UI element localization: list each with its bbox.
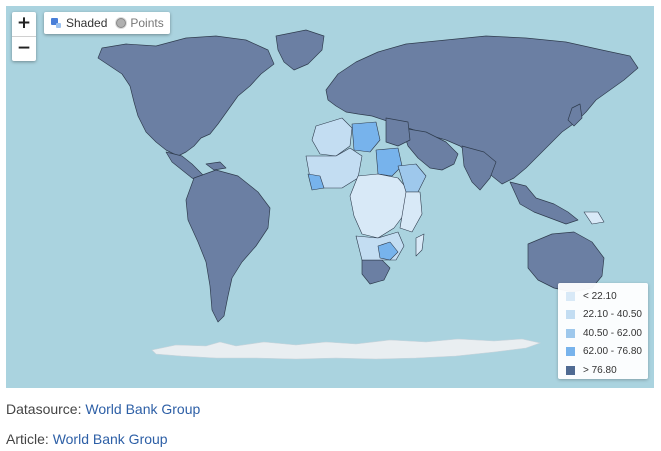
world-map[interactable] xyxy=(6,6,654,388)
map-legend: < 22.10 22.10 - 40.50 40.50 - 62.00 62.0… xyxy=(558,283,648,379)
region-central-africa[interactable] xyxy=(349,173,411,239)
region-png[interactable] xyxy=(583,211,605,225)
region-japan[interactable] xyxy=(567,103,583,127)
legend-item: > 76.80 xyxy=(558,361,648,380)
region-madagascar[interactable] xyxy=(415,233,425,257)
legend-label: 40.50 - 62.00 xyxy=(583,327,642,339)
legend-swatch xyxy=(566,347,575,357)
region-india[interactable] xyxy=(461,145,497,191)
map-panel[interactable]: + − Shaded Points < 22.10 22.10 - 40.50 … xyxy=(6,6,654,388)
region-south-america[interactable] xyxy=(185,169,271,323)
zoom-out-button[interactable]: − xyxy=(12,36,36,61)
mode-shaded-option[interactable]: Shaded xyxy=(50,16,107,30)
region-southeast-asia[interactable] xyxy=(509,181,579,225)
region-east-africa[interactable] xyxy=(399,191,423,233)
legend-item: 62.00 - 76.80 xyxy=(558,343,648,362)
datasource-label: Datasource: xyxy=(6,401,82,417)
mode-shaded-label: Shaded xyxy=(66,16,108,30)
legend-item: 22.10 - 40.50 xyxy=(558,306,648,325)
article-line: Article: World Bank Group xyxy=(6,431,168,447)
region-south-africa[interactable] xyxy=(361,259,391,285)
mode-points-label: Points xyxy=(130,16,164,30)
datasource-line: Datasource: World Bank Group xyxy=(6,401,200,417)
mode-points-option[interactable]: Points xyxy=(116,16,164,30)
legend-swatch xyxy=(566,310,575,320)
article-link[interactable]: World Bank Group xyxy=(52,431,168,447)
shaded-icon xyxy=(50,17,62,29)
antarctica[interactable] xyxy=(151,338,542,360)
map-mode-switch: Shaded Points xyxy=(44,12,170,34)
article-label: Article: xyxy=(6,431,49,447)
region-chad-sudan[interactable] xyxy=(375,147,403,177)
legend-swatch xyxy=(566,328,575,338)
legend-item: < 22.10 xyxy=(558,287,648,306)
datasource-link[interactable]: World Bank Group xyxy=(85,401,201,417)
legend-label: > 76.80 xyxy=(583,364,617,376)
region-greenland[interactable] xyxy=(275,29,325,71)
region-zimbabwe-mozambique[interactable] xyxy=(377,241,399,261)
legend-label: < 22.10 xyxy=(583,290,617,302)
region-north-africa-east[interactable] xyxy=(385,117,411,147)
legend-swatch xyxy=(566,291,575,301)
region-horn-of-africa[interactable] xyxy=(397,163,427,193)
points-icon xyxy=(116,18,127,28)
legend-label: 62.00 - 76.80 xyxy=(583,346,642,358)
region-north-america[interactable] xyxy=(97,35,275,157)
region-middle-east[interactable] xyxy=(401,127,459,171)
region-australia[interactable] xyxy=(527,231,605,293)
zoom-control: + − xyxy=(12,12,36,61)
region-west-coast[interactable] xyxy=(307,173,325,191)
region-caribbean[interactable] xyxy=(205,161,227,171)
zoom-in-button[interactable]: + xyxy=(16,13,32,33)
region-libya[interactable] xyxy=(351,121,381,153)
region-morocco-algeria[interactable] xyxy=(311,117,353,157)
legend-item: 40.50 - 62.00 xyxy=(558,324,648,343)
legend-label: 22.10 - 40.50 xyxy=(583,309,642,321)
legend-swatch xyxy=(566,365,575,375)
